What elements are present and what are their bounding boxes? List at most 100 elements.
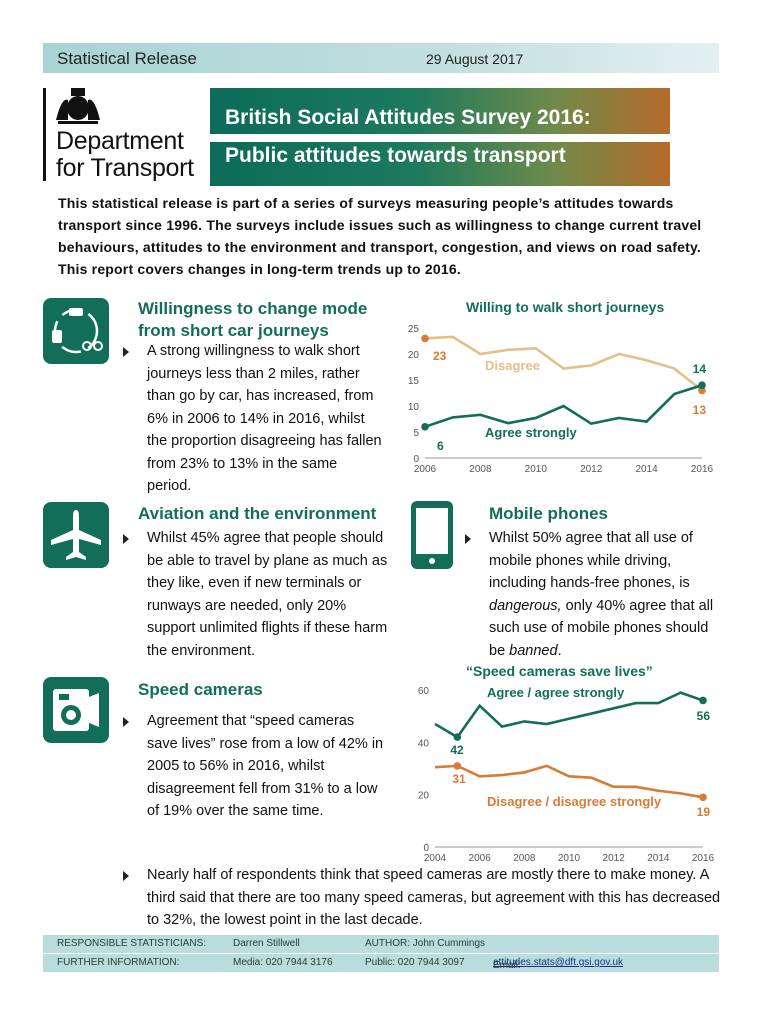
data-label: 31 — [452, 772, 466, 786]
data-point-marker — [699, 793, 707, 802]
x-tick-label: 2012 — [603, 853, 626, 864]
chart2-title: “Speed cameras save lives” — [466, 663, 653, 679]
mobile-emphasis-banned: banned — [509, 642, 558, 659]
data-label: 14 — [693, 362, 707, 376]
data-point-marker — [453, 733, 462, 741]
data-point-marker — [453, 762, 462, 770]
walk-chart: 0 5 10 15 20 25 2006 2008 2010 2012 2014 2016 Disagr… — [408, 324, 714, 475]
series-name-label: Disagree — [485, 358, 540, 373]
footer-email-label: Email: — [493, 960, 521, 971]
series-line-2 — [434, 764, 704, 799]
series-line-2 — [424, 383, 703, 429]
logo-line-2: for Transport — [56, 154, 194, 182]
mobile-text-a: Whilst 50% agree that all use of mobile … — [489, 530, 693, 591]
x-tick-label: 2004 — [424, 853, 447, 864]
series-line-1 — [434, 691, 704, 739]
data-point-marker — [699, 696, 707, 705]
x-tick-label: 2016 — [691, 464, 714, 475]
x-tick-label: 2008 — [469, 464, 492, 475]
mobile-phone-icon — [411, 501, 453, 569]
title-divider — [210, 134, 640, 142]
y-tick-label: 0 — [413, 454, 419, 465]
mobile-text-c: . — [557, 642, 562, 659]
bullet-mode-text: A strong willingness to walk short journ… — [147, 343, 382, 494]
bullet-arrow-icon — [123, 534, 129, 544]
footer-row-1: RESPONSIBLE STATISTICIANS: Darren Stillw… — [43, 935, 719, 953]
bullet-mode: A strong willingness to walk short journ… — [123, 340, 385, 495]
data-point-marker — [421, 423, 429, 431]
series-line-1 — [424, 335, 703, 392]
x-tick-label: 2014 — [647, 853, 670, 864]
logo-line-1: Department — [56, 127, 184, 155]
footer: RESPONSIBLE STATISTICIANS: Darren Stillw… — [43, 935, 719, 973]
data-label: 19 — [697, 805, 711, 819]
bullet-aviation: Whilst 45% agree that people should be a… — [123, 527, 388, 659]
footer-author: AUTHOR: John Cummings — [365, 938, 486, 949]
x-tick-label: 2016 — [692, 853, 715, 864]
data-label: 6 — [437, 439, 444, 453]
series-name-label: Agree strongly — [485, 425, 578, 440]
email-link[interactable]: attitudes.stats@dft.gsi.gov.uk — [493, 957, 624, 968]
footer-public: Public: 020 7944 3097 — [365, 957, 465, 968]
footer-media: Media: 020 7944 3176 — [233, 957, 333, 968]
y-tick-label: 20 — [418, 791, 430, 802]
data-label: 13 — [693, 403, 707, 417]
y-tick-label: 40 — [418, 738, 430, 749]
section-title-speed: Speed cameras — [138, 680, 263, 699]
mobile-emphasis-dangerous: dangerous, — [489, 597, 562, 614]
mobile-text-b: only 40% agree that all such use of mobi… — [489, 597, 714, 659]
section-title-mode: Willingness to change mode from short ca… — [138, 299, 368, 340]
y-tick-label: 0 — [423, 843, 429, 854]
y-tick-label: 5 — [413, 428, 419, 439]
y-tick-label: 20 — [408, 350, 420, 361]
bullet-arrow-icon — [123, 347, 129, 357]
bullet-speed: Agreement that “speed cameras save lives… — [123, 710, 385, 825]
bullet-mobile: Whilst 50% agree that all use of mobile … — [465, 527, 715, 662]
section-title-aviation: Aviation and the environment — [138, 504, 377, 523]
y-tick-label: 25 — [408, 324, 420, 335]
x-tick-label: 2006 — [469, 853, 492, 864]
y-tick-label: 10 — [408, 402, 420, 413]
bullet-final: Nearly half of respondents think that sp… — [123, 864, 723, 932]
x-tick-label: 2008 — [513, 853, 536, 864]
x-tick-label: 2014 — [635, 464, 658, 475]
chart1-title: Willing to walk short journeys — [466, 299, 665, 315]
x-tick-label: 2010 — [558, 853, 581, 864]
bullet-arrow-icon — [123, 717, 129, 727]
x-tick-label: 2012 — [580, 464, 603, 475]
data-label: 23 — [433, 349, 447, 363]
bullet-aviation-text: Whilst 45% agree that people should be a… — [147, 530, 388, 659]
bullet-final-text: Nearly half of respondents think that sp… — [147, 867, 721, 928]
data-label: 42 — [450, 743, 464, 757]
speed-camera-chart: 0 20 40 60 2004 2006 2008 2010 2012 2014 2016 Agree… — [418, 685, 715, 864]
footer-email: Email: attitudes.stats@dft.gsi.gov.uk — [493, 957, 624, 971]
y-tick-label: 60 — [418, 686, 430, 697]
footer-resp-name: Darren Stillwell — [233, 938, 300, 949]
department-logo-text: Department for Transport — [56, 128, 194, 182]
data-point-marker — [698, 381, 706, 389]
bullet-mobile-text: Whilst 50% agree that all use of mobile … — [489, 527, 715, 662]
royal-crest-icon — [56, 88, 100, 124]
series-name-label: Agree / agree strongly — [487, 685, 625, 700]
bullet-arrow-icon — [465, 534, 471, 544]
footer-resp-label: RESPONSIBLE STATISTICIANS: — [57, 938, 207, 949]
series-name-label: Disagree / disagree strongly — [487, 794, 662, 809]
x-tick-label: 2010 — [525, 464, 548, 475]
data-point-marker — [421, 334, 429, 343]
footer-info-label: FURTHER INFORMATION: — [57, 957, 180, 968]
y-tick-label: 15 — [408, 376, 420, 387]
bullet-arrow-icon — [123, 871, 129, 881]
release-label: Statistical Release — [57, 49, 197, 68]
intro-paragraph: This statistical release is part of a se… — [58, 195, 702, 277]
x-tick-label: 2006 — [414, 464, 437, 475]
data-label: 56 — [697, 709, 711, 723]
speed-camera-icon — [43, 677, 109, 743]
title-divider-end — [640, 134, 670, 142]
page-title-line-2: Public attitudes towards transport — [225, 144, 566, 167]
logo-rule — [43, 88, 46, 181]
transport-mode-icon — [43, 298, 109, 364]
page-title-line-1: British Social Attitudes Survey 2016: — [225, 106, 591, 129]
bullet-speed-text: Agreement that “speed cameras save lives… — [147, 713, 384, 819]
release-header: Statistical Release 29 August 2017 — [43, 43, 719, 73]
section-title-mobile: Mobile phones — [489, 504, 608, 523]
